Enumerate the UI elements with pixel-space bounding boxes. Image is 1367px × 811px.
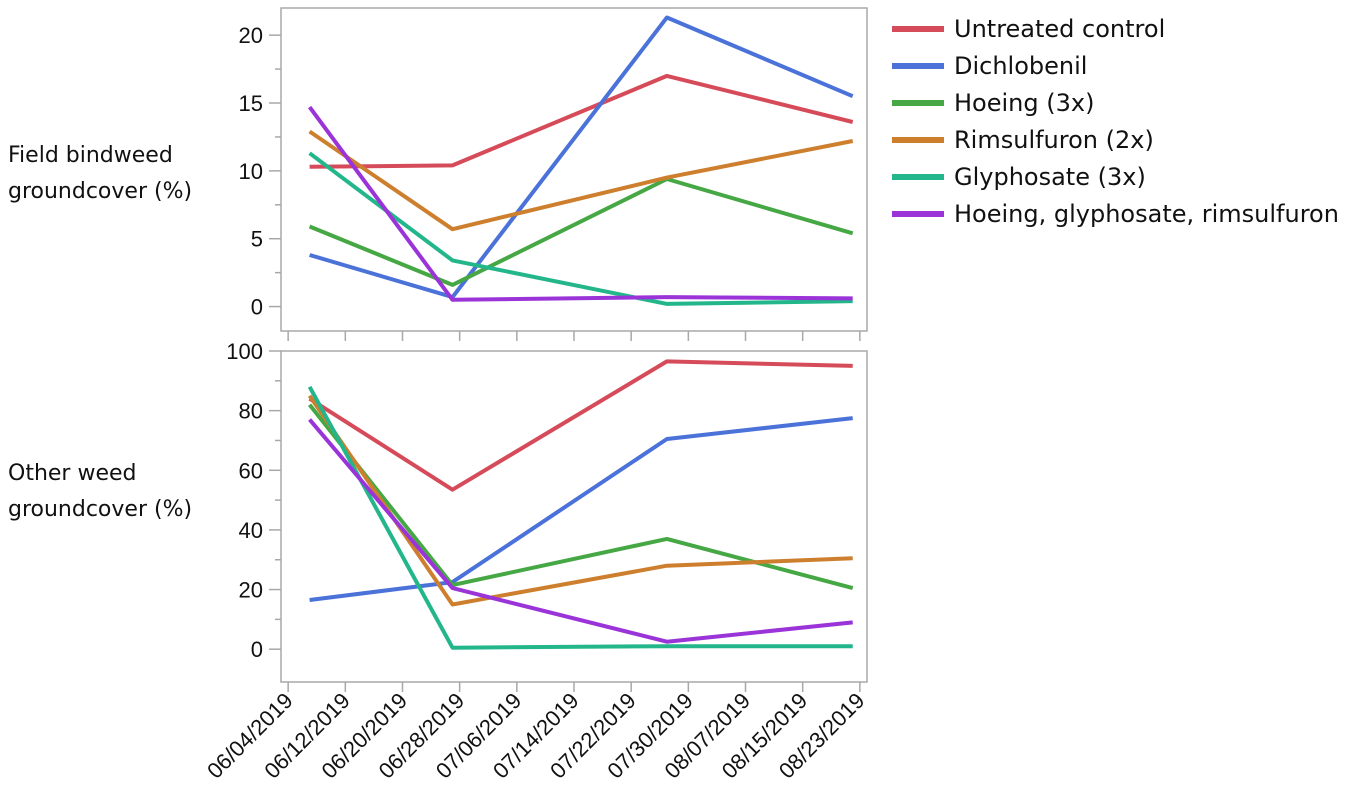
- legend-item-untreated-control: Untreated control: [892, 10, 1339, 47]
- legend-item-glyphosate: Glyphosate (3x): [892, 158, 1339, 195]
- legend-label: Hoeing, glyphosate, rimsulfuron: [954, 199, 1339, 228]
- top-panel-y-axis-label: Field bindweed groundcover (%): [8, 138, 192, 210]
- plot-frame: [280, 7, 868, 332]
- legend-label: Dichlobenil: [954, 51, 1088, 80]
- legend-swatch: [892, 210, 944, 217]
- legend-swatch: [892, 136, 944, 143]
- legend-label: Glyphosate (3x): [954, 162, 1146, 191]
- y-tick-label: 15: [239, 91, 263, 116]
- series-line-dichlobenil: [309, 15, 854, 300]
- series-line-untreated-control: [309, 73, 854, 169]
- y-tick-label: 20: [239, 578, 263, 603]
- legend-item-rimsulfuron: Rimsulfuron (2x): [892, 121, 1339, 158]
- top-y-label-line-2: groundcover (%): [8, 179, 193, 204]
- legend-item-combination: Hoeing, glyphosate, rimsulfuron: [892, 195, 1339, 232]
- plot-frame: [280, 350, 868, 683]
- legend-swatch: [892, 173, 944, 180]
- legend-label: Rimsulfuron (2x): [954, 125, 1154, 154]
- panel-other-weed: 0 20 40 60 80 100: [226, 339, 868, 692]
- top-y-label-line-1: Field bindweed: [8, 143, 173, 168]
- legend-swatch: [892, 62, 944, 69]
- y-tick-label: 5: [251, 227, 263, 252]
- legend-swatch: [892, 25, 944, 32]
- legend-label: Untreated control: [954, 14, 1166, 43]
- y-tick-label: 10: [239, 159, 263, 184]
- bottom-y-label-line-2: groundcover (%): [8, 497, 193, 522]
- legend-label: Hoeing (3x): [954, 88, 1095, 117]
- series-line-dichlobenil: [309, 416, 853, 602]
- panel-field-bindweed: 0 5 10 15 20: [239, 7, 868, 341]
- legend-swatch: [892, 99, 944, 106]
- series-line-untreated-control: [308, 359, 853, 492]
- bottom-panel-y-axis-label: Other weed groundcover (%): [8, 456, 192, 528]
- y-tick-label: 60: [239, 458, 263, 483]
- legend-item-hoeing: Hoeing (3x): [892, 84, 1339, 121]
- series-line-glyphosate-3x: [308, 151, 853, 306]
- series-line-hoeing-glyphosate-rimsulfuron: [307, 105, 853, 302]
- y-tick-label: 20: [239, 23, 263, 48]
- series-line-rimsulfuron-2x: [307, 394, 853, 607]
- bottom-y-label-line-1: Other weed: [8, 461, 137, 486]
- series-line-hoeing-glyphosate-rimsulfuron: [308, 418, 853, 644]
- legend: Untreated control Dichlobenil Hoeing (3x…: [892, 10, 1339, 232]
- series-line-rimsulfuron-2x: [308, 129, 854, 232]
- legend-item-dichlobenil: Dichlobenil: [892, 47, 1339, 84]
- x-axis-labels: 06/04/201906/12/201906/20/201906/28/2019…: [202, 688, 869, 784]
- y-tick-label: 80: [239, 399, 263, 424]
- y-tick-label: 40: [239, 518, 263, 543]
- y-tick-label: 100: [226, 339, 263, 364]
- y-tick-label: 0: [251, 637, 263, 662]
- y-tick-label: 0: [251, 295, 263, 320]
- series-line-glyphosate-3x: [307, 385, 853, 650]
- series-line-hoeing-3x: [308, 177, 854, 287]
